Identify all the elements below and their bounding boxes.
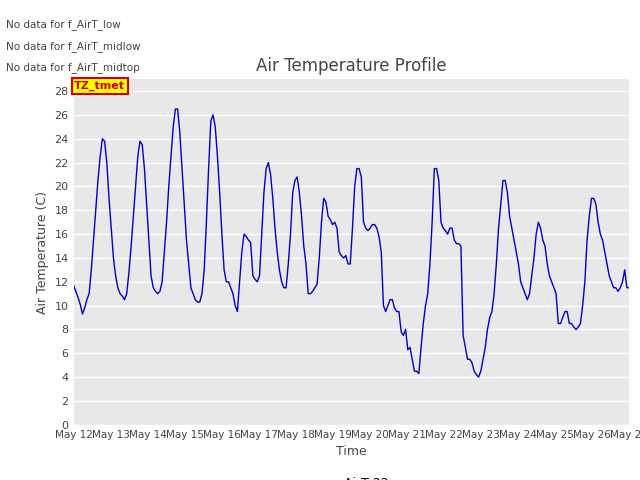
Y-axis label: Air Temperature (C): Air Temperature (C) bbox=[36, 191, 49, 313]
Legend: AirT 22m: AirT 22m bbox=[298, 471, 405, 480]
X-axis label: Time: Time bbox=[336, 445, 367, 458]
Text: No data for f_AirT_low: No data for f_AirT_low bbox=[6, 19, 121, 30]
Text: No data for f_AirT_midlow: No data for f_AirT_midlow bbox=[6, 41, 141, 52]
Title: Air Temperature Profile: Air Temperature Profile bbox=[256, 57, 447, 75]
Text: TZ_tmet: TZ_tmet bbox=[74, 81, 125, 91]
Text: No data for f_AirT_midtop: No data for f_AirT_midtop bbox=[6, 62, 140, 73]
